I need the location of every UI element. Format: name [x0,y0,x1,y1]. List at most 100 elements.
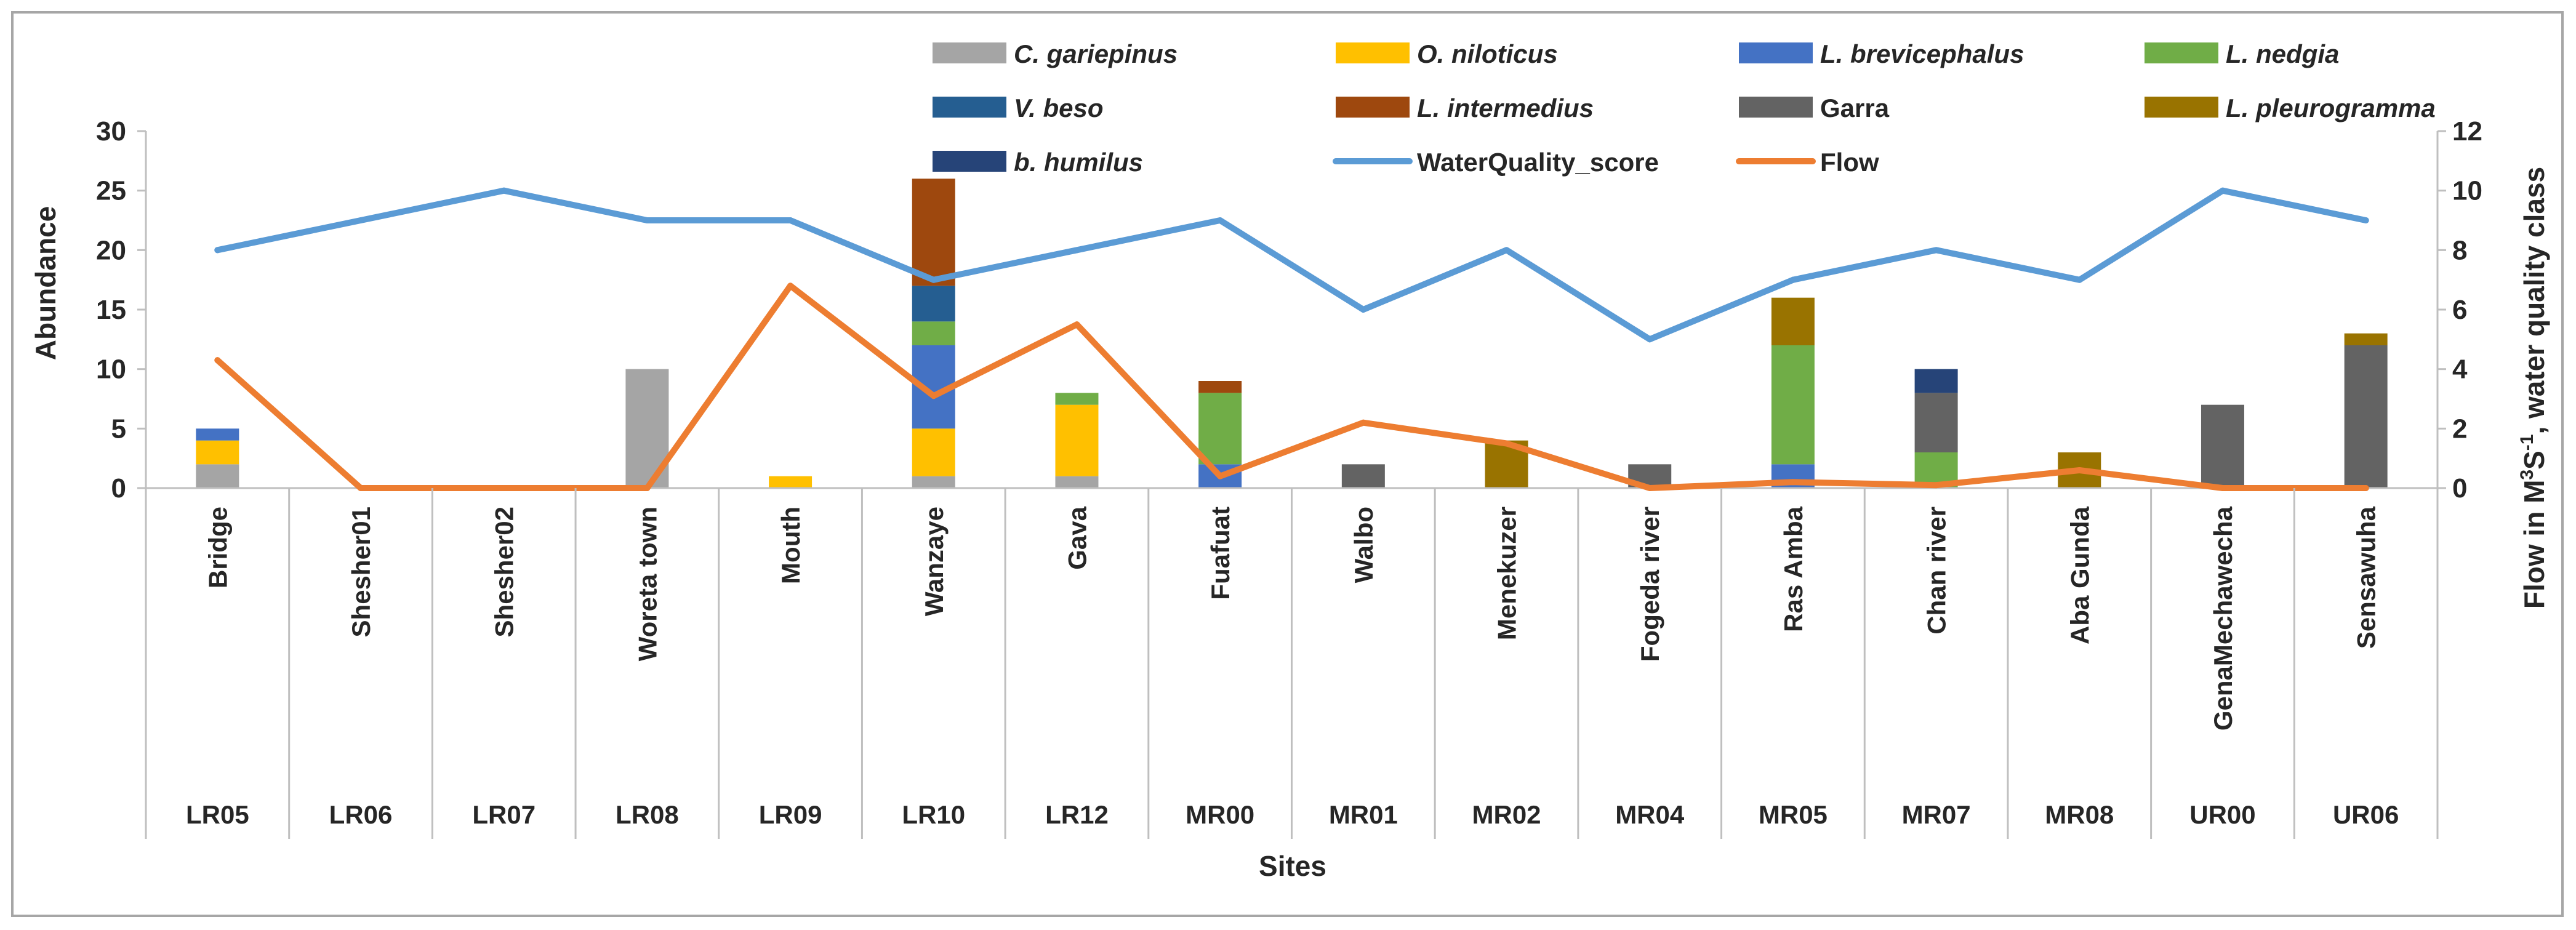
bar-l-nedgia-mr05 [1771,345,1815,465]
y2-axis-title-sup2: -1 [2517,435,2537,451]
point-waterquality-score-lr05 [214,247,221,254]
point-flow-mr05 [1789,479,1796,486]
legend-swatch-l-brevicephalus [1739,42,1813,63]
category-label-menekuzer: Menekuzer [1493,507,1522,640]
point-waterquality-score-lr10 [930,276,937,283]
y-tick-label: 20 [96,235,126,265]
category-label-chan-river: Chan river [1922,507,1951,635]
bar-garra-ur06 [2344,345,2388,488]
site-code-label-lr10: LR10 [902,800,965,829]
site-code-label-lr08: LR08 [616,800,679,829]
y2-axis-title-mid: S [2518,451,2550,470]
bar-l-nedgia-mr00 [1198,393,1242,465]
legend-layer: C. gariepinus O. niloticus L. brevicephalu… [933,39,2436,177]
legend-swatch-b-humilus [933,151,1006,172]
bar-o-niloticus-lr05 [196,440,239,465]
point-flow-mr01 [1360,419,1366,426]
y-axis-title: Abundance [30,206,62,360]
site-code-label-mr04: MR04 [1615,800,1685,829]
site-code-label-ur00: UR00 [2189,800,2255,829]
point-flow-mr07 [1933,482,1940,489]
legend-label-l-nedgia: L. nedgia [2226,39,2339,68]
legend-label-c-gariepinus: C. gariepinus [1014,39,1178,68]
y2-axis-title-main: Flow in M [2518,480,2550,609]
y2-axis-title: Flow in M3S-1, water quality class [2517,167,2550,609]
bar-l-brevicephalus-lr05 [196,428,239,441]
y2-tick-label: 6 [2452,295,2467,325]
legend-swatch-l-pleurogramma [2145,97,2218,118]
y-tick-label: 15 [96,295,126,325]
bar-l-nedgia-lr12 [1055,393,1099,405]
y-tick-label: 0 [111,473,126,503]
bar-c-gariepinus-lr05 [196,464,239,488]
site-code-label-lr07: LR07 [472,800,536,829]
legend-label-l-pleurogramma: L. pleurogramma [2226,94,2436,122]
bar-l-intermedius-lr10 [912,178,955,286]
legend-swatch-garra [1739,97,1813,118]
category-label-shesher01: Shesher01 [347,507,375,637]
legend-label-flow: Flow [1820,148,1879,177]
ticks-layer: 0 5 10 15 20 25 30 0 2 4 6 8 10 12 [96,116,2482,503]
line-flow [214,283,2369,491]
y-tick-label: 25 [96,176,126,206]
point-waterquality-score-ur00 [2219,187,2226,194]
category-label-gava: Gava [1063,506,1092,569]
legend-label-b-humilus: b. humilus [1014,148,1143,177]
bar-c-gariepinus-lr12 [1055,476,1099,488]
bars-layer [196,178,2388,488]
legend-label-l-intermedius: L. intermedius [1417,94,1594,122]
site-code-label-mr07: MR07 [1902,800,1971,829]
category-label-sensawuha: Sensawuha [2352,506,2381,649]
site-code-label-mr00: MR00 [1186,800,1254,829]
point-waterquality-score-ur06 [2362,217,2369,223]
y2-tick-label: 12 [2452,116,2482,146]
legend-label-garra: Garra [1820,94,1890,122]
category-label-fogeda-river: Fogeda river [1635,507,1664,662]
point-waterquality-score-mr08 [2076,276,2083,283]
point-waterquality-score-lr07 [500,187,507,194]
point-flow-lr05 [214,357,221,364]
y2-axis-title-tail: , water quality class [2518,167,2550,435]
point-flow-lr12 [1073,321,1080,328]
category-label-mouth: Mouth [776,507,805,584]
bar-v-beso-lr10 [912,286,955,322]
lines-layer [214,187,2369,491]
category-label-wanzaye: Wanzaye [920,507,949,616]
point-waterquality-score-mr04 [1647,336,1653,343]
y2-tick-label: 4 [2452,355,2468,385]
bar-c-gariepinus-lr10 [912,476,955,488]
point-waterquality-score-lr08 [644,217,651,223]
legend-swatch-l-intermedius [1336,97,1410,118]
legend-swatch-o-niloticus [1336,42,1410,63]
y2-axis-title-sup1: 3 [2517,470,2537,480]
site-code-label-mr01: MR01 [1329,800,1398,829]
chart-frame [11,11,2564,917]
point-waterquality-score-mr01 [1360,307,1366,313]
legend-swatch-v-beso [933,97,1006,118]
point-flow-mr04 [1647,485,1653,491]
bar-l-pleurogramma-mr05 [1771,297,1815,345]
point-waterquality-score-mr05 [1789,276,1796,283]
point-flow-lr07 [500,485,507,491]
bar-l-intermedius-mr00 [1198,381,1242,393]
site-code-label-lr05: LR05 [186,800,249,829]
bar-garra-mr01 [1341,464,1385,488]
site-code-label-ur06: UR06 [2333,800,2399,829]
y2-tick-label: 2 [2452,414,2467,444]
category-label-aba-gunda: Aba Gunda [2065,506,2094,644]
bar-l-pleurogramma-ur06 [2344,333,2388,345]
x-axis-title: Sites [1259,850,1326,882]
category-label-fuafuat: Fuafuat [1206,507,1235,600]
category-label-genamechawecha: GenaMechawecha [2209,506,2237,731]
y-tick-label: 5 [111,414,126,444]
bar-o-niloticus-lr09 [769,476,813,488]
legend-swatch-l-nedgia [2145,42,2218,63]
point-flow-mr02 [1503,440,1510,447]
site-code-label-mr02: MR02 [1472,800,1541,829]
point-flow-mr00 [1217,473,1224,479]
point-waterquality-score-lr12 [1073,247,1080,254]
category-label-woreta-town: Woreta town [633,507,662,661]
point-flow-lr10 [930,393,937,399]
point-waterquality-score-lr06 [358,217,364,223]
